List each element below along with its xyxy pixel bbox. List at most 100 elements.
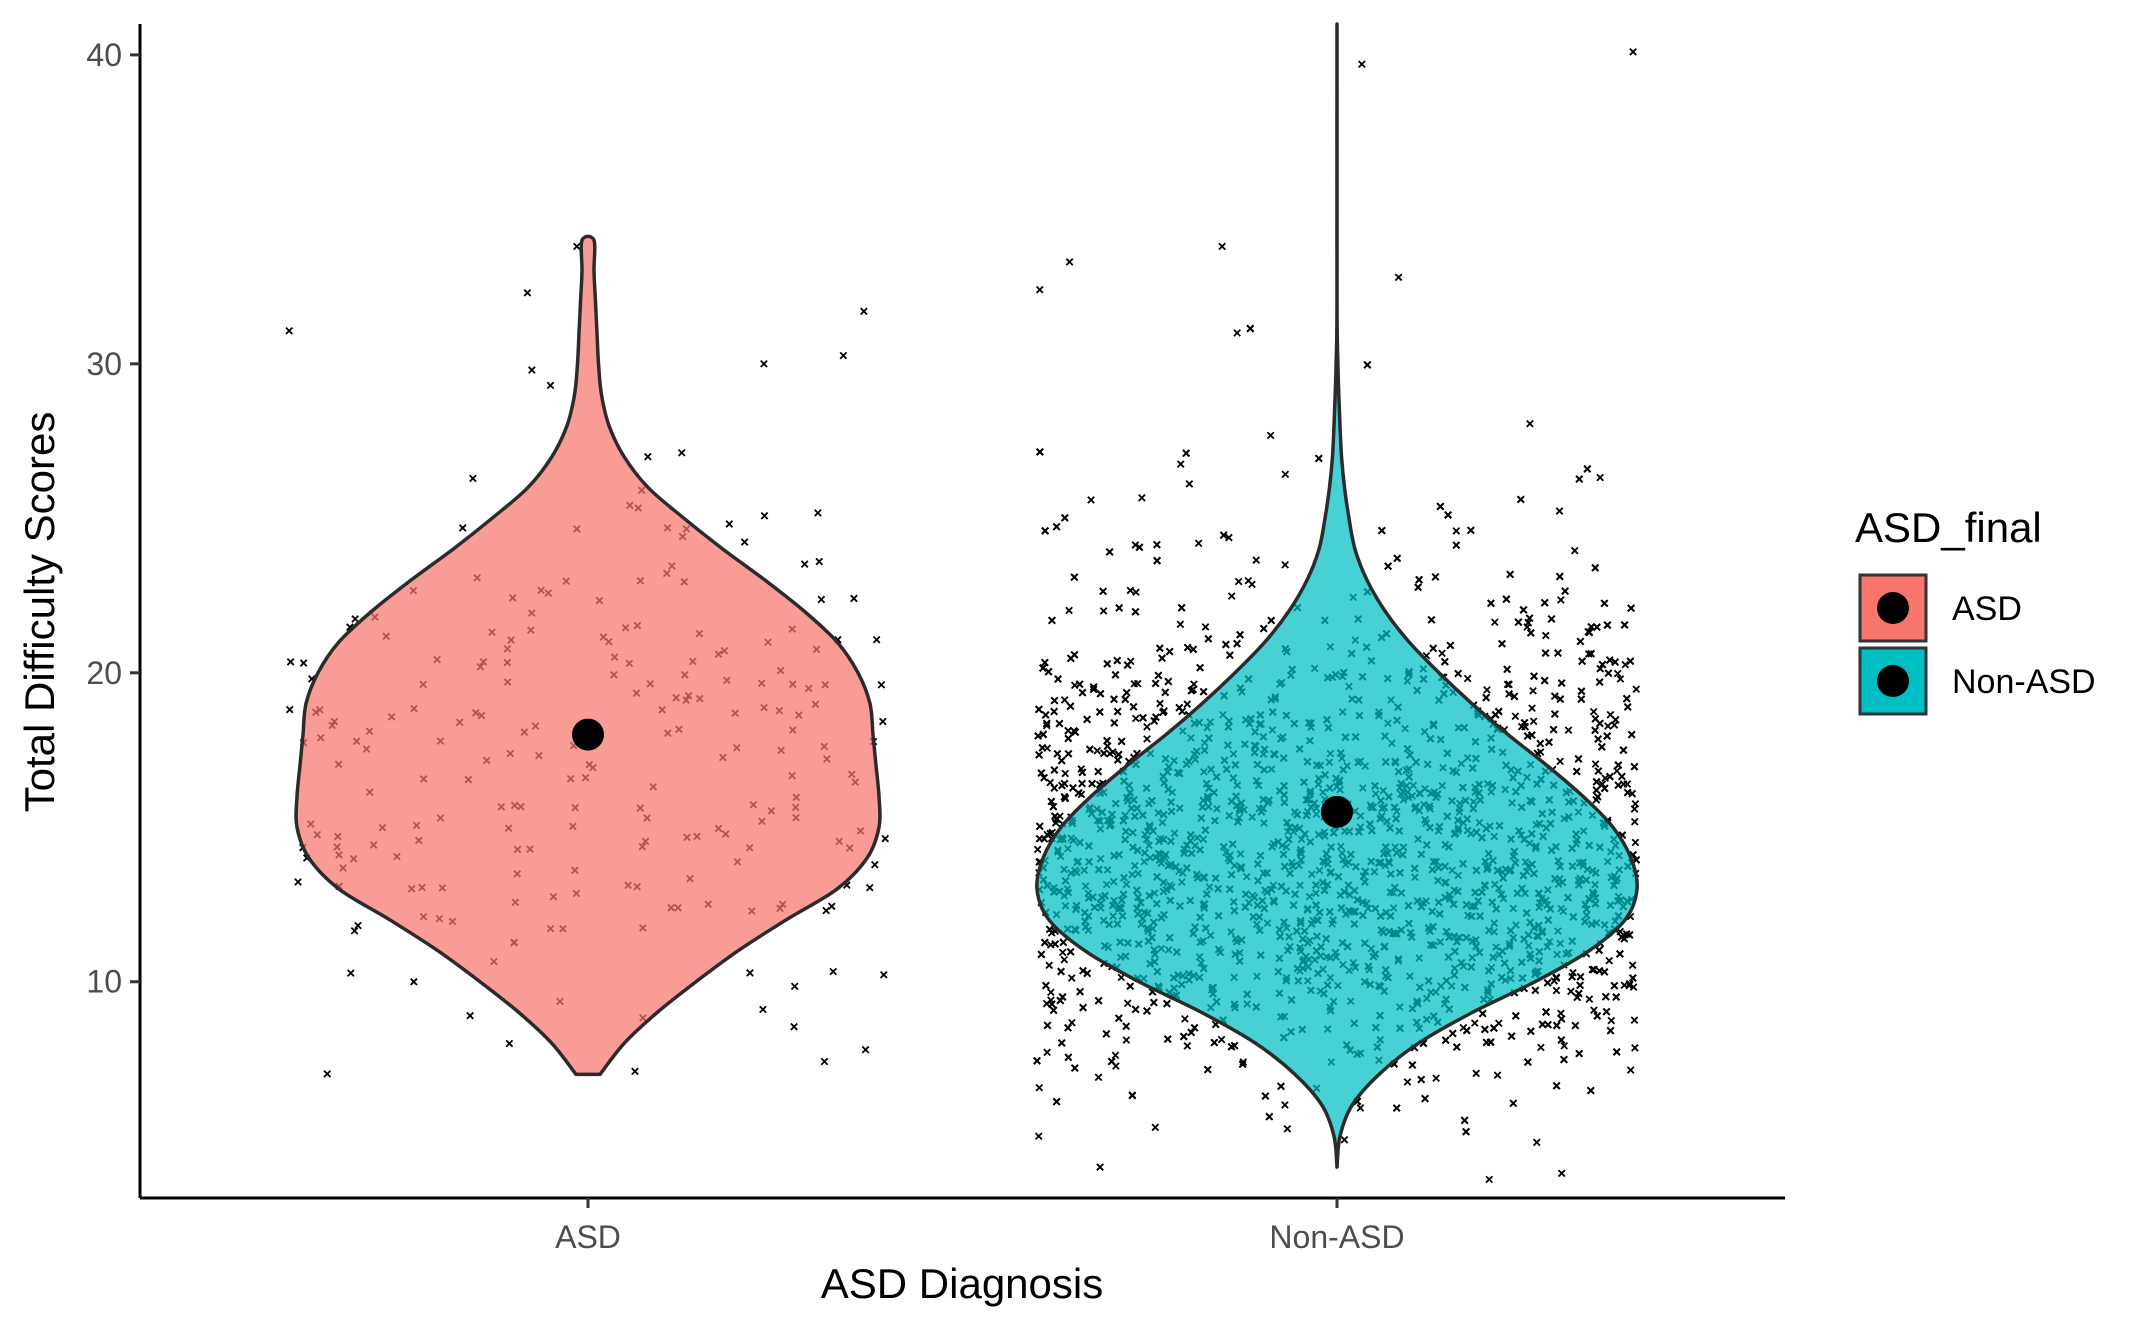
legend: ASD_final ASD Non-ASD [1855, 504, 2096, 716]
data-point [1625, 980, 1634, 989]
violin-asd [294, 234, 882, 1077]
data-point [1575, 1049, 1584, 1058]
data-point [1131, 1005, 1140, 1014]
data-point [1549, 725, 1558, 734]
data-point [1421, 1094, 1429, 1103]
data-point [1620, 934, 1629, 943]
data-point [1557, 1015, 1566, 1023]
data-point [1490, 618, 1499, 627]
data-point [1589, 965, 1598, 974]
data-point [1631, 838, 1640, 847]
data-point [1078, 779, 1086, 788]
data-point [1444, 511, 1452, 519]
data-point [1095, 708, 1104, 716]
data-point [1427, 615, 1436, 624]
data-point [760, 360, 768, 368]
data-point [1130, 679, 1139, 688]
data-point [1543, 978, 1552, 987]
data-point [1592, 795, 1601, 804]
data-point [1266, 431, 1275, 440]
data-point [1596, 664, 1605, 673]
data-point [1189, 645, 1198, 654]
data-point [829, 967, 838, 976]
data-point [1069, 784, 1077, 792]
data-point [350, 926, 359, 935]
data-point [1039, 664, 1047, 672]
data-point [286, 658, 295, 666]
data-point [1045, 961, 1054, 970]
data-point [1076, 987, 1084, 996]
data-point [1052, 522, 1061, 531]
data-point [546, 381, 555, 390]
data-point [644, 452, 652, 461]
data-point [1064, 726, 1073, 735]
data-point [1629, 974, 1637, 982]
data-point [1048, 616, 1056, 625]
data-point [1096, 689, 1105, 698]
data-point [1131, 541, 1140, 549]
data-point [1384, 562, 1392, 571]
data-point [351, 615, 359, 623]
data-point [1629, 47, 1637, 56]
data-point [1600, 784, 1609, 793]
data-point [1560, 1041, 1569, 1050]
data-point [1234, 577, 1243, 586]
data-point [1041, 938, 1049, 947]
data-point [1204, 634, 1213, 643]
violin-non-asd [1035, 22, 1639, 1169]
data-point [1238, 1060, 1247, 1069]
data-point [1122, 1036, 1131, 1044]
data-point [740, 538, 749, 546]
data-point [1591, 760, 1600, 768]
data-point [1591, 714, 1600, 723]
data-point [1550, 692, 1559, 701]
data-point [1055, 719, 1064, 728]
data-point [1066, 947, 1075, 956]
data-point [1625, 931, 1634, 939]
data-point [1150, 998, 1158, 1007]
data-point [1044, 667, 1053, 676]
data-point [1472, 1069, 1481, 1078]
data-point [1614, 781, 1623, 790]
data-point [1452, 1043, 1461, 1051]
data-point [1233, 639, 1241, 648]
data-point [1462, 1026, 1471, 1035]
data-point [1587, 623, 1596, 631]
data-point [1483, 686, 1491, 694]
data-point [1108, 748, 1117, 756]
data-point [1552, 1081, 1561, 1090]
data-point [1556, 695, 1565, 703]
data-point [1115, 604, 1124, 612]
data-point [1236, 630, 1244, 639]
data-point [1356, 1104, 1365, 1112]
data-point [820, 1057, 829, 1066]
data-point [1281, 560, 1289, 569]
data-point [1595, 946, 1603, 954]
data-point [1598, 660, 1607, 669]
data-point [1393, 554, 1402, 563]
data-point [1630, 762, 1639, 771]
data-point [1589, 707, 1598, 716]
data-point [1135, 543, 1144, 552]
data-point [1340, 1135, 1349, 1144]
data-point [1438, 649, 1446, 658]
data-point [1604, 669, 1613, 678]
data-point [1177, 603, 1186, 612]
data-point [1594, 767, 1603, 775]
data-point [1600, 599, 1609, 608]
data-point [1035, 705, 1043, 714]
data-point [1132, 588, 1140, 597]
data-point [1436, 502, 1445, 511]
data-point [1460, 1116, 1469, 1125]
data-point [1233, 329, 1241, 337]
data-point [1485, 1175, 1494, 1184]
data-point [1111, 671, 1120, 679]
data-point [1049, 1006, 1058, 1015]
data-point [814, 509, 822, 517]
data-point [631, 1067, 639, 1076]
data-point [1552, 1021, 1561, 1030]
data-point [1585, 628, 1594, 637]
data-point [1083, 715, 1091, 724]
data-point [1175, 703, 1184, 712]
